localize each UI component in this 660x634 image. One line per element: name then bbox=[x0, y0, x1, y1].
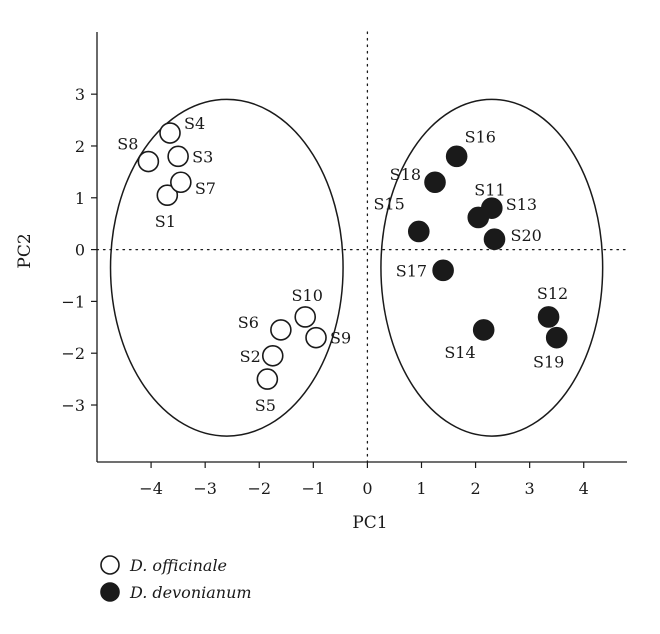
data-point-s7 bbox=[170, 171, 192, 194]
point-label-s1: S1 bbox=[155, 212, 176, 231]
point-label-s13: S13 bbox=[506, 195, 537, 214]
y-tick-label: 3 bbox=[75, 85, 85, 104]
legend-item-officinale: D. officinale bbox=[100, 555, 227, 575]
point-label-s18: S18 bbox=[390, 165, 421, 184]
data-point-s14 bbox=[472, 319, 495, 341]
x-tick-label: −3 bbox=[193, 479, 217, 498]
point-label-s15: S15 bbox=[373, 194, 404, 213]
point-label-s17: S17 bbox=[396, 261, 427, 280]
data-point-s8 bbox=[137, 150, 160, 173]
y-tick-label: −1 bbox=[61, 292, 85, 311]
x-tick-label: 4 bbox=[579, 479, 589, 498]
data-point-s3 bbox=[167, 145, 189, 168]
point-label-s3: S3 bbox=[192, 147, 213, 166]
legend-label: D. devonianum bbox=[129, 583, 252, 602]
data-point-s18 bbox=[424, 171, 446, 194]
data-point-s1 bbox=[156, 184, 179, 206]
x-axis-title: PC1 bbox=[352, 513, 387, 533]
data-point-s9 bbox=[305, 326, 327, 349]
point-label-s6: S6 bbox=[238, 313, 259, 332]
point-label-s20: S20 bbox=[511, 226, 542, 245]
data-point-s15 bbox=[407, 220, 430, 243]
y-tick-label: 0 bbox=[75, 241, 85, 260]
y-tick-label: −2 bbox=[61, 344, 85, 363]
y-tick-label: 1 bbox=[75, 189, 85, 208]
point-label-s11: S11 bbox=[474, 180, 505, 199]
y-axis-title: PC2 bbox=[15, 233, 35, 268]
data-point-s20 bbox=[483, 228, 506, 251]
x-tick-label: 1 bbox=[416, 479, 426, 498]
point-label-s10: S10 bbox=[292, 286, 323, 305]
y-tick-label: −3 bbox=[61, 396, 85, 415]
point-label-s14: S14 bbox=[444, 343, 475, 362]
x-tick-label: −2 bbox=[247, 479, 271, 498]
y-tick-label: 2 bbox=[75, 137, 85, 156]
group-ellipse-1 bbox=[109, 98, 344, 437]
legend-label: D. officinale bbox=[129, 556, 227, 575]
data-point-s6 bbox=[270, 319, 292, 341]
data-point-s10 bbox=[294, 306, 317, 328]
data-point-s2 bbox=[261, 344, 284, 367]
point-label-s16: S16 bbox=[465, 127, 496, 146]
data-point-s5 bbox=[256, 368, 279, 390]
plot-area: −4 −3 −2 −1 0 1 2 3 4 −3 −2 −1 0 1 2 3 S1 S2 S3 S4 S5 S6 S7 S8 S… bbox=[61, 31, 628, 498]
legend-item-devonianum: D. devonianum bbox=[100, 582, 252, 602]
legend: D. officinale D. devonianum bbox=[100, 555, 252, 602]
x-tick-label: 3 bbox=[525, 479, 535, 498]
x-tick-label: −4 bbox=[139, 479, 163, 498]
x-tick-label: −1 bbox=[302, 479, 326, 498]
data-point-s12 bbox=[537, 306, 560, 328]
data-point-s17 bbox=[432, 259, 454, 282]
point-label-s8: S8 bbox=[117, 135, 138, 154]
point-label-s5: S5 bbox=[255, 396, 276, 415]
data-point-s13 bbox=[480, 197, 503, 219]
point-label-s19: S19 bbox=[533, 353, 564, 372]
x-tick-label: 0 bbox=[362, 479, 372, 498]
data-point-s16 bbox=[445, 145, 468, 168]
point-label-s4: S4 bbox=[184, 114, 205, 133]
group-ellipse-2 bbox=[380, 98, 604, 437]
legend-filled-circle-icon bbox=[100, 582, 120, 602]
x-tick-label: 2 bbox=[470, 479, 480, 498]
point-label-s12: S12 bbox=[537, 284, 568, 303]
legend-open-circle-icon bbox=[100, 555, 120, 575]
point-label-s9: S9 bbox=[330, 329, 351, 348]
point-label-s2: S2 bbox=[240, 347, 261, 366]
data-point-s19 bbox=[545, 326, 568, 349]
point-label-s7: S7 bbox=[195, 179, 216, 198]
data-point-s4 bbox=[159, 122, 181, 144]
